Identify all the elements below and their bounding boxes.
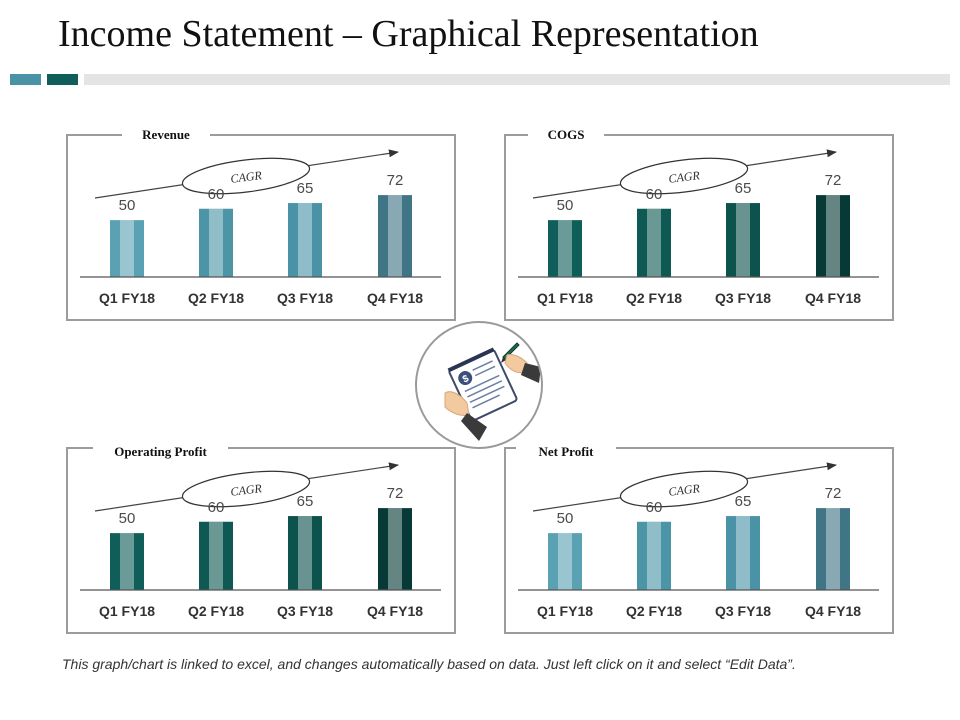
page-title: Income Statement – Graphical Representat… bbox=[58, 13, 759, 55]
data-label-2: 60 bbox=[208, 499, 225, 516]
category-label-3: Q3 FY18 bbox=[277, 290, 333, 306]
cagr-label: CAGR bbox=[230, 481, 263, 499]
data-label-3: 65 bbox=[297, 180, 314, 197]
bar-1[interactable] bbox=[548, 220, 582, 277]
bar-highlight-3 bbox=[298, 516, 312, 590]
operating-profit-chart-title: Operating Profit bbox=[93, 443, 228, 461]
category-label-4: Q4 FY18 bbox=[367, 603, 423, 619]
data-label-4: 72 bbox=[387, 485, 404, 502]
hand-writing-financial-document-icon: $ bbox=[444, 342, 541, 441]
operating-profit-chart-panel[interactable]: CAGR 50 Q1 FY18 60 Q2 FY18 65 Q3 FY18 72 Q4 FY18… bbox=[66, 443, 458, 636]
net-profit-chart[interactable]: CAGR 50 Q1 FY18 60 Q2 FY18 65 Q3 FY18 72 Q4 FY18 bbox=[506, 449, 896, 636]
bar-highlight-4 bbox=[388, 508, 402, 590]
bar-3[interactable] bbox=[726, 516, 760, 590]
net-profit-chart-panel[interactable]: CAGR 50 Q1 FY18 60 Q2 FY18 65 Q3 FY18 72 Q4 FY18… bbox=[504, 443, 896, 636]
bar-highlight-1 bbox=[558, 220, 572, 277]
category-label-3: Q3 FY18 bbox=[715, 290, 771, 306]
revenue-chart-panel[interactable]: CAGR 50 Q1 FY18 60 Q2 FY18 65 Q3 FY18 72 Q4 FY18… bbox=[66, 126, 458, 323]
cagr-ellipse bbox=[181, 157, 311, 195]
cagr-label: CAGR bbox=[668, 168, 701, 186]
bar-2[interactable] bbox=[199, 521, 233, 590]
bar-highlight-1 bbox=[120, 533, 134, 590]
bar-highlight-3 bbox=[736, 516, 750, 590]
category-label-1: Q1 FY18 bbox=[537, 290, 593, 306]
data-label-2: 60 bbox=[646, 186, 663, 203]
cagr-label: CAGR bbox=[230, 168, 263, 186]
bar-4[interactable] bbox=[378, 508, 412, 590]
accent-bar-grey bbox=[84, 74, 950, 85]
bar-highlight-2 bbox=[209, 521, 223, 590]
bar-highlight-3 bbox=[736, 203, 750, 277]
category-label-3: Q3 FY18 bbox=[715, 603, 771, 619]
category-label-4: Q4 FY18 bbox=[367, 290, 423, 306]
category-label-4: Q4 FY18 bbox=[805, 603, 861, 619]
bar-3[interactable] bbox=[726, 203, 760, 277]
data-label-1: 50 bbox=[557, 510, 574, 527]
bar-4[interactable] bbox=[378, 195, 412, 277]
bar-highlight-2 bbox=[209, 208, 223, 277]
data-label-3: 65 bbox=[297, 493, 314, 510]
cogs-chart-panel[interactable]: CAGR 50 Q1 FY18 60 Q2 FY18 65 Q3 FY18 72 Q4 FY18… bbox=[504, 126, 896, 323]
category-label-3: Q3 FY18 bbox=[277, 603, 333, 619]
bar-highlight-2 bbox=[647, 208, 661, 277]
cogs-chart-title: COGS bbox=[528, 126, 604, 144]
accent-bar-dark bbox=[47, 74, 78, 85]
bar-highlight-2 bbox=[647, 521, 661, 590]
bar-3[interactable] bbox=[288, 203, 322, 277]
data-label-3: 65 bbox=[735, 180, 752, 197]
cogs-chart[interactable]: CAGR 50 Q1 FY18 60 Q2 FY18 65 Q3 FY18 72 Q4 FY18 bbox=[506, 136, 896, 323]
revenue-chart[interactable]: CAGR 50 Q1 FY18 60 Q2 FY18 65 Q3 FY18 72 Q4 FY18 bbox=[68, 136, 458, 323]
bar-2[interactable] bbox=[637, 521, 671, 590]
svg-text:$: $ bbox=[461, 373, 471, 386]
net-profit-chart-title: Net Profit bbox=[516, 443, 616, 461]
accent-bar-light bbox=[10, 74, 41, 85]
bar-4[interactable] bbox=[816, 195, 850, 277]
bar-highlight-3 bbox=[298, 203, 312, 277]
bar-highlight-4 bbox=[826, 508, 840, 590]
data-label-1: 50 bbox=[119, 197, 136, 214]
bar-highlight-4 bbox=[388, 195, 402, 277]
category-label-2: Q2 FY18 bbox=[626, 290, 682, 306]
data-label-4: 72 bbox=[825, 172, 842, 189]
bar-highlight-1 bbox=[558, 533, 572, 590]
data-label-3: 65 bbox=[735, 493, 752, 510]
bar-1[interactable] bbox=[110, 533, 144, 590]
cagr-ellipse bbox=[619, 470, 749, 508]
cagr-label: CAGR bbox=[668, 481, 701, 499]
category-label-2: Q2 FY18 bbox=[188, 290, 244, 306]
bar-2[interactable] bbox=[199, 208, 233, 277]
category-label-1: Q1 FY18 bbox=[537, 603, 593, 619]
cagr-ellipse bbox=[181, 470, 311, 508]
category-label-2: Q2 FY18 bbox=[626, 603, 682, 619]
data-label-4: 72 bbox=[387, 172, 404, 189]
data-label-1: 50 bbox=[119, 510, 136, 527]
cagr-ellipse bbox=[619, 157, 749, 195]
bar-highlight-1 bbox=[120, 220, 134, 277]
center-illustration: $ bbox=[415, 321, 543, 449]
data-label-2: 60 bbox=[208, 186, 225, 203]
bar-highlight-4 bbox=[826, 195, 840, 277]
bar-4[interactable] bbox=[816, 508, 850, 590]
footnote: This graph/chart is linked to excel, and… bbox=[62, 656, 796, 672]
data-label-2: 60 bbox=[646, 499, 663, 516]
category-label-2: Q2 FY18 bbox=[188, 603, 244, 619]
bar-1[interactable] bbox=[110, 220, 144, 277]
revenue-chart-title: Revenue bbox=[122, 126, 210, 144]
data-label-1: 50 bbox=[557, 197, 574, 214]
bar-1[interactable] bbox=[548, 533, 582, 590]
bar-2[interactable] bbox=[637, 208, 671, 277]
bar-3[interactable] bbox=[288, 516, 322, 590]
data-label-4: 72 bbox=[825, 485, 842, 502]
category-label-1: Q1 FY18 bbox=[99, 290, 155, 306]
operating-profit-chart[interactable]: CAGR 50 Q1 FY18 60 Q2 FY18 65 Q3 FY18 72 Q4 FY18 bbox=[68, 449, 458, 636]
category-label-4: Q4 FY18 bbox=[805, 290, 861, 306]
category-label-1: Q1 FY18 bbox=[99, 603, 155, 619]
